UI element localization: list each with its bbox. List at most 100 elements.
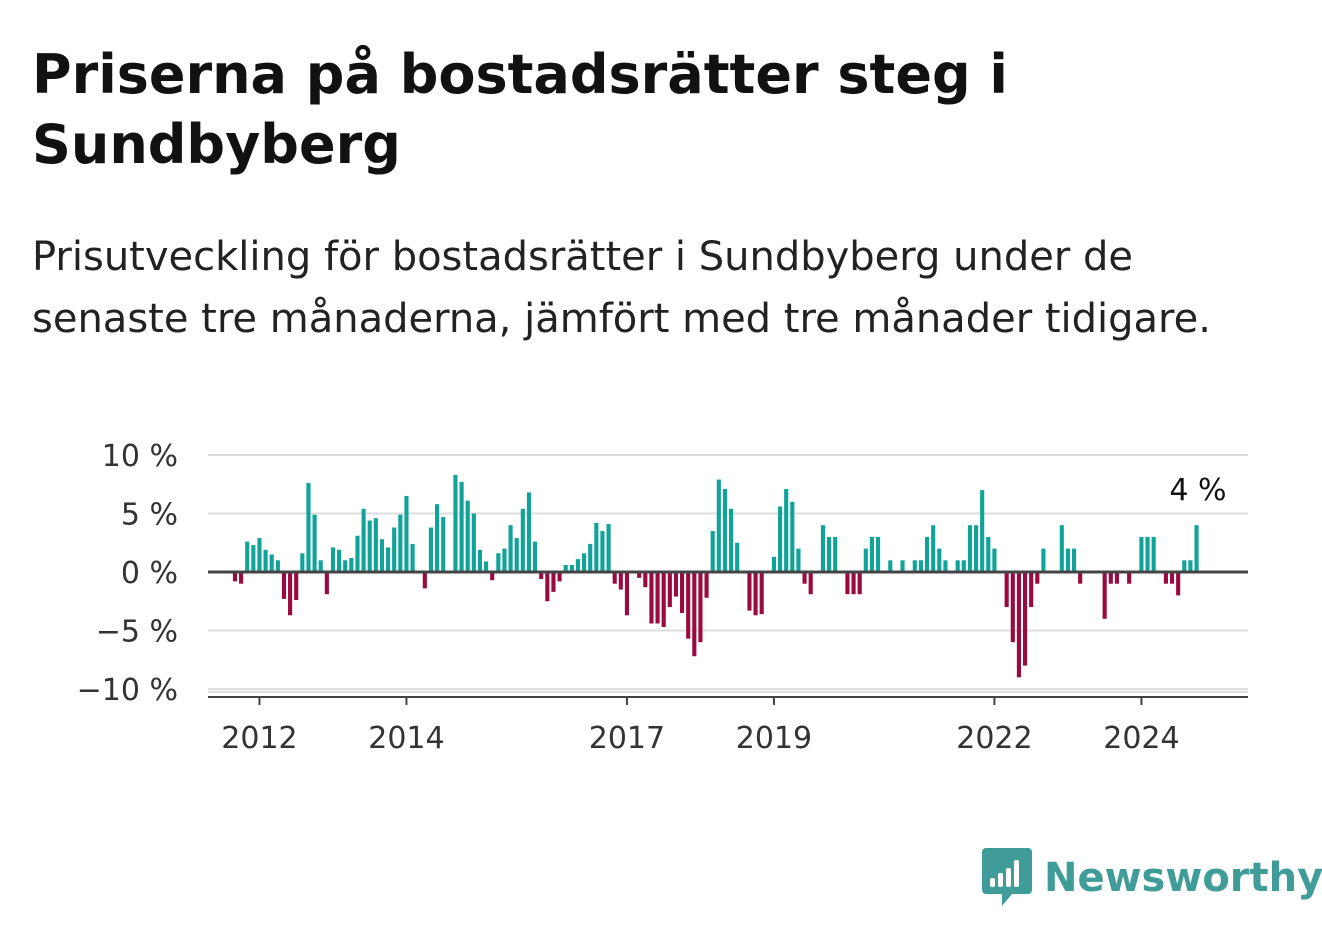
bar — [912, 560, 917, 572]
bar — [900, 560, 905, 572]
y-axis-ticks: 10 % 5 % 0 % −5 % −10 % — [77, 439, 178, 708]
bar — [484, 561, 489, 572]
x-tick-label: 2012 — [221, 721, 297, 756]
bar — [496, 553, 501, 572]
bar-chart: 10 % 5 % 0 % −5 % −10 % 2012 2014 2017 2019 2022… — [77, 439, 1248, 756]
bar — [600, 531, 605, 572]
bar — [330, 547, 336, 572]
bar — [692, 572, 697, 657]
bar — [1029, 572, 1034, 608]
bar — [618, 572, 623, 590]
bar — [281, 572, 287, 599]
bar — [410, 543, 415, 572]
bar — [551, 572, 556, 592]
bar — [569, 564, 574, 572]
bar — [833, 536, 838, 572]
bar — [924, 536, 930, 572]
bar — [582, 553, 587, 572]
bar — [343, 560, 348, 572]
bar — [851, 572, 856, 595]
bar — [624, 572, 630, 616]
bar — [955, 560, 960, 572]
bar — [918, 560, 923, 572]
bar — [1041, 548, 1046, 572]
annotations: 4 % — [1169, 473, 1226, 508]
bar — [251, 545, 256, 572]
bar — [520, 508, 525, 572]
bar — [263, 549, 268, 572]
bar — [667, 572, 672, 608]
bar — [735, 542, 740, 572]
bar — [937, 548, 942, 572]
chart-title: Priserna på bostadsrätter steg i Sundbyb… — [32, 43, 1008, 176]
bar — [722, 488, 728, 572]
bar — [1163, 572, 1168, 584]
bar — [1194, 525, 1199, 572]
bar — [232, 572, 238, 582]
bar — [239, 572, 244, 584]
bar — [778, 506, 783, 572]
bar — [1114, 572, 1119, 584]
x-tick-label: 2022 — [956, 721, 1032, 756]
bar — [1016, 572, 1021, 678]
bar — [655, 572, 660, 624]
bar — [698, 572, 703, 643]
bar — [379, 539, 385, 572]
bar — [1065, 548, 1070, 572]
bar — [869, 536, 874, 572]
bar — [826, 536, 832, 572]
grid-lines — [208, 454, 1248, 690]
brand-name: Newsworthy — [1044, 855, 1322, 901]
bar — [980, 490, 985, 572]
bar — [294, 572, 299, 601]
bar — [808, 572, 813, 595]
bar — [1151, 536, 1156, 572]
bar — [1108, 572, 1113, 584]
bar — [784, 488, 789, 572]
bar — [759, 572, 764, 615]
bar — [588, 543, 593, 572]
bar — [753, 572, 758, 616]
bar — [680, 572, 685, 613]
bar — [986, 536, 991, 572]
bar — [373, 518, 378, 572]
bar — [275, 560, 280, 572]
bar — [943, 560, 948, 572]
bar — [661, 572, 666, 627]
bar — [257, 538, 262, 572]
bar — [820, 525, 825, 572]
bar — [533, 541, 538, 572]
bar — [612, 572, 617, 584]
x-tick-label: 2019 — [736, 721, 812, 756]
x-tick-label: 2017 — [589, 721, 665, 756]
bar — [1169, 572, 1175, 584]
bar — [367, 520, 372, 572]
bar — [355, 535, 360, 572]
bar — [1059, 525, 1064, 572]
bar — [526, 492, 532, 572]
y-tick-label: 10 % — [102, 439, 178, 474]
bar — [557, 572, 562, 582]
bar — [1010, 572, 1015, 643]
bar — [324, 572, 329, 595]
bar — [796, 548, 801, 572]
bar — [637, 572, 642, 578]
bar — [649, 572, 654, 624]
bar — [704, 572, 709, 598]
bar — [563, 564, 568, 572]
y-tick-label: 0 % — [121, 556, 178, 591]
bar — [386, 547, 391, 572]
bar — [404, 495, 409, 572]
bar — [863, 548, 868, 572]
bar — [992, 548, 997, 572]
axes — [208, 570, 1248, 698]
bar — [422, 572, 427, 589]
bar — [771, 556, 777, 572]
bar — [545, 572, 550, 602]
bar — [1188, 560, 1193, 572]
bar — [465, 500, 470, 572]
bar — [1071, 548, 1077, 572]
bar — [1182, 560, 1187, 572]
bar — [453, 474, 458, 572]
bar — [594, 522, 599, 572]
